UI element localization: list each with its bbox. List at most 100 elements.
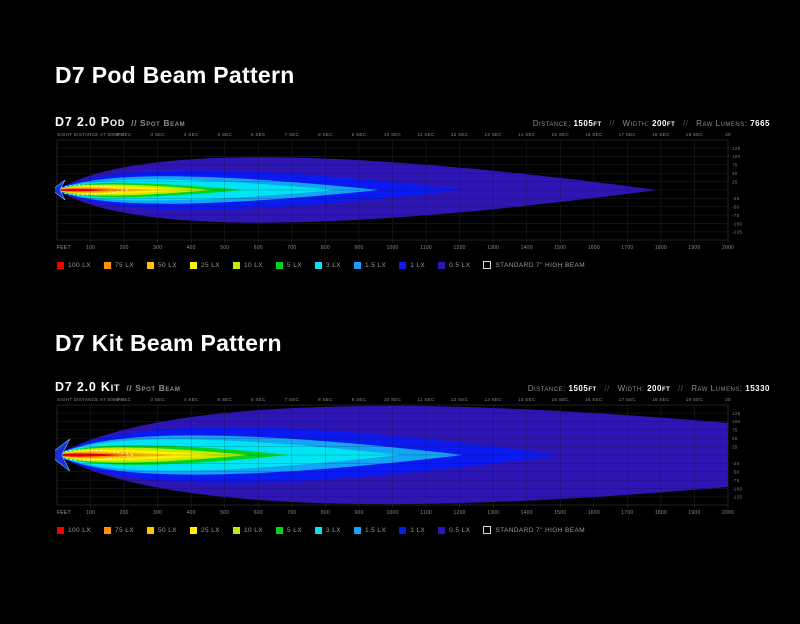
standard-high-beam-outline bbox=[57, 184, 130, 196]
stat-separator: // bbox=[678, 384, 684, 393]
bottom-axis-tick-label: 1800 bbox=[655, 510, 667, 516]
legend-outline-swatch-icon bbox=[483, 261, 492, 269]
top-axis-tick-label: 12 SEC bbox=[451, 132, 469, 137]
right-axis: 125 100 75 50 25 -25 -50 -75 -100 -125 bbox=[732, 411, 742, 500]
width-stat-value: 200ft bbox=[647, 384, 671, 393]
top-axis-tick-label: 5 SEC bbox=[217, 132, 232, 137]
legend-item: 10 LX bbox=[233, 261, 263, 269]
top-axis-tick-label: 2 SEC bbox=[117, 397, 132, 402]
bottom-axis-tick-label: 300 bbox=[153, 245, 162, 251]
pod-chart-title-group: D7 2.0 Pod // Spot Beam bbox=[55, 113, 185, 131]
legend-color-swatch-icon bbox=[315, 526, 322, 534]
sight-distance-label: SIGHT DISTANCE AT 60MPH bbox=[57, 132, 124, 137]
legend-item-label: 1 LX bbox=[410, 526, 426, 534]
right-axis: 125 100 75 50 25 -25 -50 -75 -100 -125 bbox=[732, 146, 742, 235]
feet-axis-unit-label: FEET bbox=[57, 245, 71, 251]
lumens-stat-value: 15330 bbox=[745, 384, 770, 393]
right-axis-tick-label: -25 bbox=[732, 461, 740, 466]
lumens-stat-value: 7665 bbox=[750, 119, 770, 128]
pod-chart-subtitle: // Spot Beam bbox=[131, 118, 186, 128]
bottom-axis-tick-label: 1700 bbox=[621, 510, 633, 516]
bottom-axis-tick-label: 1300 bbox=[487, 245, 499, 251]
legend-item-label: 5 LX bbox=[287, 526, 302, 534]
bottom-axis-tick-label: 700 bbox=[287, 245, 296, 251]
beam-contours bbox=[57, 405, 728, 505]
right-axis-tick-label: -125 bbox=[732, 495, 742, 500]
top-axis-tick-label: 4 SEC bbox=[184, 397, 199, 402]
bottom-axis-tick-label: 2000 bbox=[722, 510, 734, 516]
top-axis-tick-label: 17 SEC bbox=[619, 397, 637, 402]
legend-color-swatch-icon bbox=[438, 526, 446, 534]
bottom-axis-tick-label: 1900 bbox=[688, 510, 700, 516]
legend-item-label: 3 LX bbox=[326, 261, 341, 269]
bottom-axis-tick-label: 1700 bbox=[621, 245, 633, 251]
bottom-axis-tick-label: 1800 bbox=[655, 245, 667, 251]
top-axis-tick-label: 16 SEC bbox=[585, 397, 603, 402]
legend-item-label: 75 LX bbox=[115, 526, 135, 534]
legend-item: 5 LX bbox=[276, 526, 302, 534]
legend-item: 100 LX bbox=[57, 526, 91, 534]
top-axis-tick-label: 3 SEC bbox=[150, 397, 165, 402]
legend-color-swatch-icon bbox=[233, 526, 241, 534]
top-axis-tick-label: 18 SEC bbox=[652, 397, 670, 402]
legend-item: 50 LX bbox=[147, 261, 177, 269]
legend-outline-swatch-icon bbox=[483, 526, 492, 534]
legend-item-label: 1 LX bbox=[410, 261, 426, 269]
beam-contours bbox=[57, 157, 658, 223]
legend-item: 25 LX bbox=[190, 526, 220, 534]
legend-color-swatch-icon bbox=[353, 526, 361, 534]
legend-item: 1 LX bbox=[399, 526, 426, 534]
bottom-axis-tick-label: 1100 bbox=[420, 510, 432, 516]
kit-chart-header: D7 2.0 Kit // Spot Beam Distance: 1505ft … bbox=[55, 378, 770, 396]
top-axis-tick-label: 8 SEC bbox=[318, 397, 333, 402]
distance-stat-label: Distance: bbox=[527, 384, 566, 393]
bottom-axis-tick-label: 1200 bbox=[454, 510, 466, 516]
light-source-arrow bbox=[55, 179, 66, 201]
lumens-stat-label: Raw Lumens: bbox=[696, 119, 748, 128]
pod-beam-chart: D7 2.0 Pod // Spot Beam Distance: 1505ft … bbox=[55, 113, 770, 269]
right-axis-tick-label: 50 bbox=[732, 171, 738, 176]
right-axis-tick-label: 25 bbox=[732, 444, 738, 449]
bottom-axis-tick-label: 1600 bbox=[588, 510, 600, 516]
legend-item-label: 50 LX bbox=[158, 526, 178, 534]
legend-color-swatch-icon bbox=[190, 261, 198, 269]
kit-chart-title-group: D7 2.0 Kit // Spot Beam bbox=[55, 378, 180, 396]
legend-color-swatch-icon bbox=[57, 526, 64, 534]
top-axis-tick-label: 6 SEC bbox=[251, 397, 266, 402]
kit-chart-title: D7 2.0 Kit bbox=[55, 380, 121, 394]
legend-item-label: 1.5 LX bbox=[364, 526, 387, 534]
legend-item: 5 LX bbox=[276, 261, 302, 269]
legend-color-swatch-icon bbox=[233, 261, 241, 269]
top-axis-tick-label: 7 SEC bbox=[285, 132, 300, 137]
width-stat-label: Width: bbox=[622, 119, 650, 128]
kit-beam-legend: 100 LX 75 LX 50 LX 25 LX 10 LX 5 LX 3 LX 1.5 LX… bbox=[55, 526, 770, 534]
distance-stat-value: 1505ft bbox=[573, 119, 602, 128]
legend-item-label: 0.5 LX bbox=[449, 261, 471, 269]
legend-item-label: Standard 7" High Beam bbox=[495, 526, 586, 534]
legend-item-label: 0.5 LX bbox=[449, 526, 471, 534]
right-axis-tick-label: -75 bbox=[732, 478, 740, 483]
top-axis-tick-label: 12 SEC bbox=[451, 397, 469, 402]
pod-chart-title: D7 2.0 Pod bbox=[55, 115, 126, 129]
top-axis-tick-label: 20 bbox=[725, 132, 731, 137]
bottom-axis-tick-label: 800 bbox=[321, 510, 330, 516]
top-axis-tick-label: 8 SEC bbox=[318, 132, 333, 137]
stat-separator: // bbox=[604, 384, 610, 393]
grid-overlay bbox=[56, 405, 729, 505]
right-axis-tick-label: -75 bbox=[732, 213, 740, 218]
right-axis-tick-label: 50 bbox=[732, 436, 738, 441]
legend-item: 0.5 LX bbox=[438, 526, 471, 534]
legend-color-swatch-icon bbox=[147, 526, 155, 534]
legend-item: 75 LX bbox=[104, 261, 134, 269]
legend-item: 75 LX bbox=[104, 526, 135, 534]
legend-color-swatch-icon bbox=[315, 261, 322, 269]
legend-item: 3 LX bbox=[315, 526, 341, 534]
right-axis-tick-label: 125 bbox=[732, 411, 741, 416]
pod-chart-stats: Distance: 1505ft // Width: 200ft // Raw … bbox=[533, 119, 770, 128]
legend-item-label: Standard 7" High Beam bbox=[495, 261, 586, 269]
legend-item: 25 LX bbox=[190, 261, 220, 269]
width-stat-value: 200ft bbox=[652, 119, 676, 128]
